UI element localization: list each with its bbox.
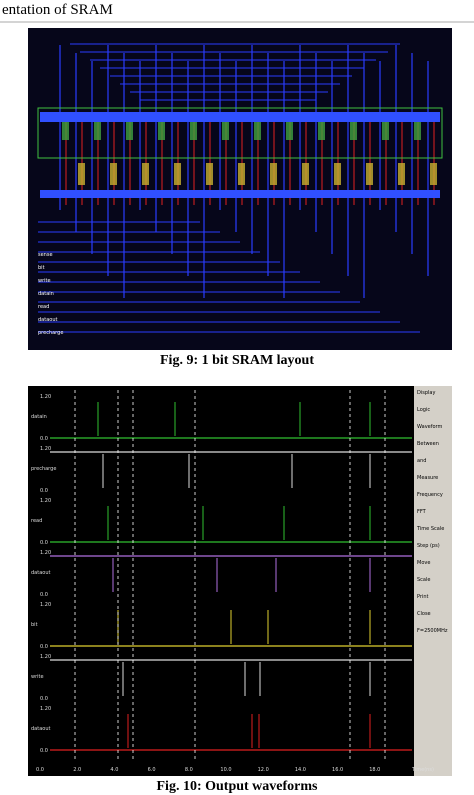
diffusion bbox=[398, 163, 405, 185]
diffusion bbox=[206, 163, 213, 185]
diffusion bbox=[110, 163, 117, 185]
time-tick-label: 18.0 bbox=[369, 767, 380, 773]
level-label: 1.20 bbox=[40, 654, 51, 660]
time-tick-label: 16.0 bbox=[332, 767, 343, 773]
figure-caption: Fig. 10: Output waveforms bbox=[157, 779, 319, 794]
panel-item: Print bbox=[417, 594, 429, 600]
level-label: 1.20 bbox=[40, 394, 51, 400]
panel-item: Close bbox=[417, 611, 431, 617]
level-label: 1.20 bbox=[40, 498, 51, 504]
level-label: 0.0 bbox=[40, 436, 48, 442]
diffusion bbox=[350, 118, 357, 140]
panel-item: and bbox=[417, 458, 426, 464]
level-label: 1.20 bbox=[40, 706, 51, 712]
diffusion bbox=[238, 163, 245, 185]
level-label: 1.20 bbox=[40, 550, 51, 556]
panel-item: Logic bbox=[417, 407, 430, 413]
time-unit: Time(ns) bbox=[411, 767, 434, 773]
diffusion bbox=[78, 163, 85, 185]
diffusion bbox=[414, 118, 421, 140]
layout-label: bit bbox=[38, 265, 45, 271]
panel-item: Scale bbox=[417, 577, 430, 583]
time-tick-label: 6.0 bbox=[148, 767, 156, 773]
figure-caption: Fig. 9: 1 bit SRAM layout bbox=[160, 353, 314, 368]
diffusion bbox=[126, 118, 133, 140]
diffusion bbox=[94, 118, 101, 140]
diffusion bbox=[254, 118, 261, 140]
level-label: 1.20 bbox=[40, 446, 51, 452]
level-label: 1.20 bbox=[40, 602, 51, 608]
control-panel bbox=[414, 386, 452, 776]
level-label: 0.0 bbox=[40, 748, 48, 754]
panel-item: F=2500MHz bbox=[417, 628, 448, 634]
panel-item: Between bbox=[417, 441, 439, 447]
diffusion bbox=[190, 118, 197, 140]
level-label: 0.0 bbox=[40, 696, 48, 702]
layout-image bbox=[28, 28, 452, 350]
rail bbox=[40, 190, 440, 198]
waveform-image bbox=[28, 386, 452, 776]
signal-name: write bbox=[31, 674, 44, 680]
waveform-drawing: datain 1.20 0.0 precharge 1.20 0.0 read 1.20 0.0… bbox=[31, 390, 448, 773]
panel-item: Move bbox=[417, 560, 430, 566]
diffusion bbox=[142, 163, 149, 185]
panel-item: Frequency bbox=[417, 492, 443, 498]
time-tick-label: 12.0 bbox=[258, 767, 269, 773]
layout-label: write bbox=[38, 278, 51, 284]
time-tick-label: 14.0 bbox=[295, 767, 306, 773]
layout-label: dataout bbox=[38, 317, 57, 323]
diffusion bbox=[302, 163, 309, 185]
running-header: entation of SRAM bbox=[2, 2, 113, 18]
panel-item: Display bbox=[417, 390, 435, 396]
panel-item: FFT bbox=[417, 509, 427, 515]
layout-label: datain bbox=[38, 291, 54, 297]
time-tick-label: 2.0 bbox=[73, 767, 81, 773]
panel-item: Time Scale bbox=[416, 526, 444, 532]
diffusion bbox=[174, 163, 181, 185]
layout-label: precharge bbox=[38, 330, 63, 336]
time-tick-label: 10.0 bbox=[220, 767, 231, 773]
rail bbox=[40, 112, 440, 122]
signal-name: datain bbox=[31, 414, 47, 420]
signal-name: dataout bbox=[31, 570, 50, 576]
layout-drawing: sense bit write datain read dataout precharge bbox=[37, 43, 443, 336]
panel-item: Step (ps) bbox=[417, 543, 440, 549]
time-tick-label: 8.0 bbox=[185, 767, 193, 773]
well bbox=[37, 107, 443, 159]
diffusion bbox=[430, 163, 437, 185]
signal-name: dataout bbox=[31, 726, 50, 732]
diffusion bbox=[334, 163, 341, 185]
panel-item: Measure bbox=[417, 475, 438, 481]
level-label: 0.0 bbox=[40, 488, 48, 494]
diffusion bbox=[270, 163, 277, 185]
panel-item: Waveform bbox=[417, 424, 443, 430]
time-tick-label: 0.0 bbox=[36, 767, 44, 773]
signal-name: bit bbox=[31, 622, 38, 628]
layout-label: read bbox=[38, 304, 49, 310]
time-tick-label: 4.0 bbox=[110, 767, 118, 773]
diffusion bbox=[366, 163, 373, 185]
level-label: 0.0 bbox=[40, 540, 48, 546]
diffusion bbox=[62, 118, 69, 140]
level-label: 0.0 bbox=[40, 592, 48, 598]
diffusion bbox=[318, 118, 325, 140]
diffusion bbox=[286, 118, 293, 140]
diffusion bbox=[222, 118, 229, 140]
diffusion bbox=[382, 118, 389, 140]
signal-name: read bbox=[31, 518, 42, 524]
signal-name: precharge bbox=[31, 466, 56, 472]
level-label: 0.0 bbox=[40, 644, 48, 650]
layout-label: sense bbox=[38, 252, 53, 258]
diffusion bbox=[158, 118, 165, 140]
